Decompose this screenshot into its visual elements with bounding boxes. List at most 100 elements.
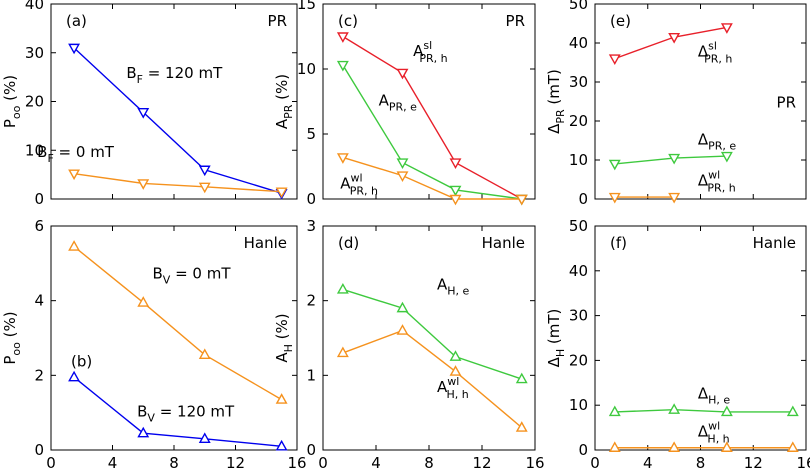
data-point: [668, 441, 681, 452]
data-point: [336, 153, 349, 164]
data-point: [137, 179, 150, 190]
series-label: Awl H, h: [437, 375, 469, 401]
data-point: [449, 365, 462, 376]
y-tick-label: 40: [569, 262, 588, 280]
x-tick-label: 0: [318, 454, 328, 472]
x-tick-label: 4: [108, 454, 118, 472]
plot-frame: [594, 225, 807, 451]
panel-a: 0 10 20 30 40 Poo (%) (a) PR BF = 120 mT BF = 0 m…: [1, 0, 298, 208]
data-point: [336, 283, 349, 294]
y-tick-label: 2: [34, 366, 44, 384]
data-point: [396, 68, 409, 80]
data-point: [786, 441, 799, 452]
data-point: [275, 187, 288, 199]
panel-tag: Hanle: [244, 234, 287, 252]
y-tick-label: 6: [34, 217, 44, 235]
y-tick-label: 20: [569, 351, 588, 369]
data-point: [275, 439, 288, 451]
panel-tag: PR: [506, 12, 525, 30]
series-line: [342, 35, 523, 200]
y-axis-label: APR (%): [273, 74, 295, 129]
data-point: [608, 441, 621, 452]
data-point: [515, 372, 528, 384]
y-tick-label: 30: [569, 73, 588, 91]
series-label: Asl PR, h: [413, 39, 448, 65]
data-point: [198, 182, 211, 194]
y-tick-label: 15: [297, 0, 316, 13]
data-point: [336, 60, 349, 72]
data-point: [608, 405, 621, 417]
y-tick-label: 0: [34, 190, 44, 208]
x-tick-label: 8: [696, 454, 706, 472]
series-label: BF = 0 mT: [37, 143, 115, 165]
data-point: [449, 350, 462, 361]
y-axis-label: ΔPR (mT): [545, 69, 567, 134]
y-tick-label: 0: [306, 441, 316, 459]
panel-label: (a): [66, 12, 87, 30]
panel-e: 0 10 20 30 40 50 ΔPR (mT) (e) PR Δsl PR, h ΔPR, e Δw…: [545, 0, 807, 208]
panel-label: (d): [338, 234, 359, 252]
panel-tag: PR: [777, 94, 796, 112]
panel-tag: Hanle: [753, 234, 796, 252]
data-point: [449, 185, 462, 197]
series-line: [342, 329, 523, 429]
data-point: [336, 32, 349, 43]
panel-f: 048121601020304050ΔH (mT)Temperature (K)…: [545, 217, 810, 472]
data-point: [275, 393, 288, 404]
plot-frame: [322, 3, 536, 200]
y-tick-label: 3: [306, 217, 316, 235]
x-tick-label: 16: [287, 454, 306, 472]
data-point: [68, 240, 81, 251]
data-point: [449, 194, 462, 206]
x-tick-label: 4: [643, 454, 653, 472]
y-tick-label: 4: [34, 292, 44, 310]
data-point: [396, 324, 409, 335]
y-tick-label: 10: [297, 60, 316, 78]
data-point: [720, 441, 733, 452]
data-point: [198, 165, 211, 177]
data-point: [198, 432, 211, 443]
series-label: BV = 120 mT: [137, 402, 235, 424]
series-label: BV = 0 mT: [152, 264, 231, 286]
x-tick-label: 8: [424, 454, 434, 472]
x-tick-label: 12: [226, 454, 245, 472]
plot-frame: [50, 3, 298, 200]
data-point: [515, 421, 528, 432]
y-tick-label: 50: [569, 0, 588, 13]
x-tick-label: 0: [46, 454, 56, 472]
data-point: [198, 348, 211, 359]
data-point: [396, 171, 409, 183]
y-tick-label: 10: [569, 151, 588, 169]
y-tick-label: 40: [25, 0, 44, 13]
data-point: [515, 194, 528, 206]
series-line: [342, 288, 522, 380]
data-point: [720, 405, 733, 417]
series-line: [342, 156, 522, 200]
panel-tag: Hanle: [482, 234, 525, 252]
series-label: APR, e: [379, 91, 418, 113]
data-point: [720, 23, 733, 34]
y-tick-label: 30: [25, 44, 44, 62]
series-label: ΔH, e: [698, 384, 731, 406]
y-tick-label: 20: [25, 93, 44, 111]
y-tick-label: 0: [34, 441, 44, 459]
plot-frame: [322, 225, 536, 451]
data-point: [137, 108, 150, 119]
y-tick-label: 0: [578, 190, 588, 208]
data-point: [668, 32, 681, 44]
y-axis-label: Poo (%): [1, 311, 23, 364]
data-point: [668, 153, 681, 165]
panel-c: 0 5 10 15 APR (%) (c) PR Asl PR, h APR, e Awl PR, h: [273, 0, 536, 208]
x-tick-label: 8: [169, 454, 179, 472]
y-axis-label: ΔH (mT): [545, 309, 567, 368]
data-point: [608, 54, 621, 66]
y-axis-label: AH (%): [273, 313, 295, 362]
data-point: [396, 301, 409, 313]
data-point: [449, 158, 462, 170]
data-point: [137, 296, 150, 307]
series-line: [73, 376, 282, 447]
plot-frame: [594, 3, 807, 200]
series-label: Δwl H, h: [698, 420, 730, 446]
